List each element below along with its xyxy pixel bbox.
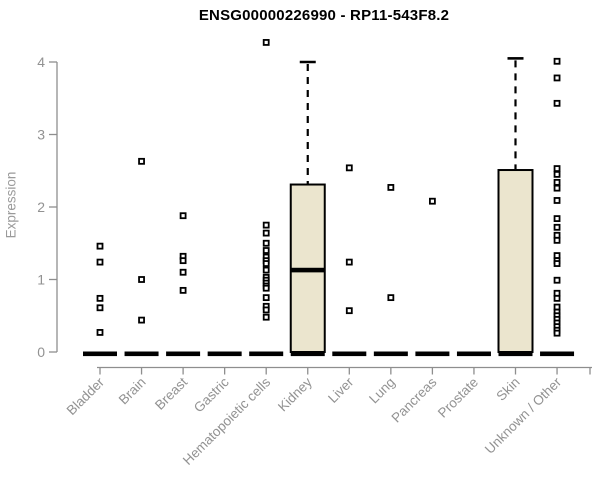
outlier-point [96,258,104,266]
x-axis-label-skin: Skin [493,375,522,404]
outlier-point [553,184,561,192]
outlier-point [179,257,187,265]
outlier-point [553,294,561,302]
outlier-point [262,229,270,237]
zero-bar-skin [498,351,533,357]
outlier-point [179,212,187,220]
outlier-point [345,258,353,266]
x-axis-label-breast: Breast [152,374,190,412]
zero-bar-hematopoietic-cells [249,351,284,357]
y-tick-label: 3 [37,127,45,143]
y-tick-label: 2 [37,199,45,215]
outlier-point [553,215,561,223]
zero-bar-lung [373,351,408,357]
outlier-point [345,164,353,172]
outlier-point [428,197,436,205]
zero-bar-prostate [456,351,491,357]
outlier-point [553,329,561,337]
x-axis-label-lung: Lung [366,375,398,407]
outlier-point [553,57,561,65]
zero-bar-bladder [83,351,117,357]
x-axis-label-bladder: Bladder [64,374,108,418]
chart-title: ENSG00000226990 - RP11-543F8.2 [198,7,450,24]
outlier-point [262,239,270,247]
zero-bar-breast [166,351,201,357]
zero-bar-unknown-other [540,351,575,357]
outlier-point [553,260,561,267]
outlier-point [179,286,187,294]
zero-bar-gastric [207,351,242,357]
outlier-point [387,294,395,302]
outlier-point [138,316,145,324]
x-axis-label-unknown-other: Unknown / Other [482,374,565,457]
outlier-point [262,284,270,292]
box-skin [497,169,534,353]
x-axis-label-pancreas: Pancreas [389,374,440,425]
outlier-point [96,304,104,312]
outlier-point [96,294,104,302]
outlier-point [262,313,270,321]
median-line-kidney [290,267,325,273]
outlier-point [179,268,187,276]
x-axis-label-brain: Brain [116,375,149,408]
outlier-point [553,276,561,284]
x-axis-label-prostate: Prostate [435,375,481,421]
outlier-point [138,276,145,283]
y-tick-label: 0 [37,344,45,360]
outlier-point [96,242,104,250]
outlier-point [553,99,561,107]
outlier-point [553,178,561,186]
outlier-point [262,266,270,274]
outlier-point [387,184,395,191]
outlier-point [262,247,270,254]
zero-bar-liver [332,351,367,357]
zero-bar-brain [124,351,159,357]
outlier-point [262,294,270,302]
outlier-point [262,306,270,314]
zero-bar-pancreas [415,351,450,357]
outlier-point [96,329,104,336]
y-axis-title: Expression [3,171,19,239]
outlier-point [262,221,270,229]
y-tick-label: 1 [37,272,45,288]
outlier-point [262,39,270,46]
outlier-point [553,170,561,178]
outlier-point [262,260,270,267]
outlier-point [553,236,561,244]
zero-bar-kidney [290,351,325,357]
outlier-point [138,157,145,165]
x-axis-label-kidney: Kidney [275,374,315,414]
outlier-point [553,74,561,82]
outlier-point [553,197,561,204]
x-axis-label-gastric: Gastric [191,374,232,415]
outlier-point [345,307,353,315]
y-tick-label: 4 [37,54,45,70]
outlier-point [553,165,561,172]
x-axis-label-liver: Liver [325,374,357,406]
outlier-point [553,223,561,231]
